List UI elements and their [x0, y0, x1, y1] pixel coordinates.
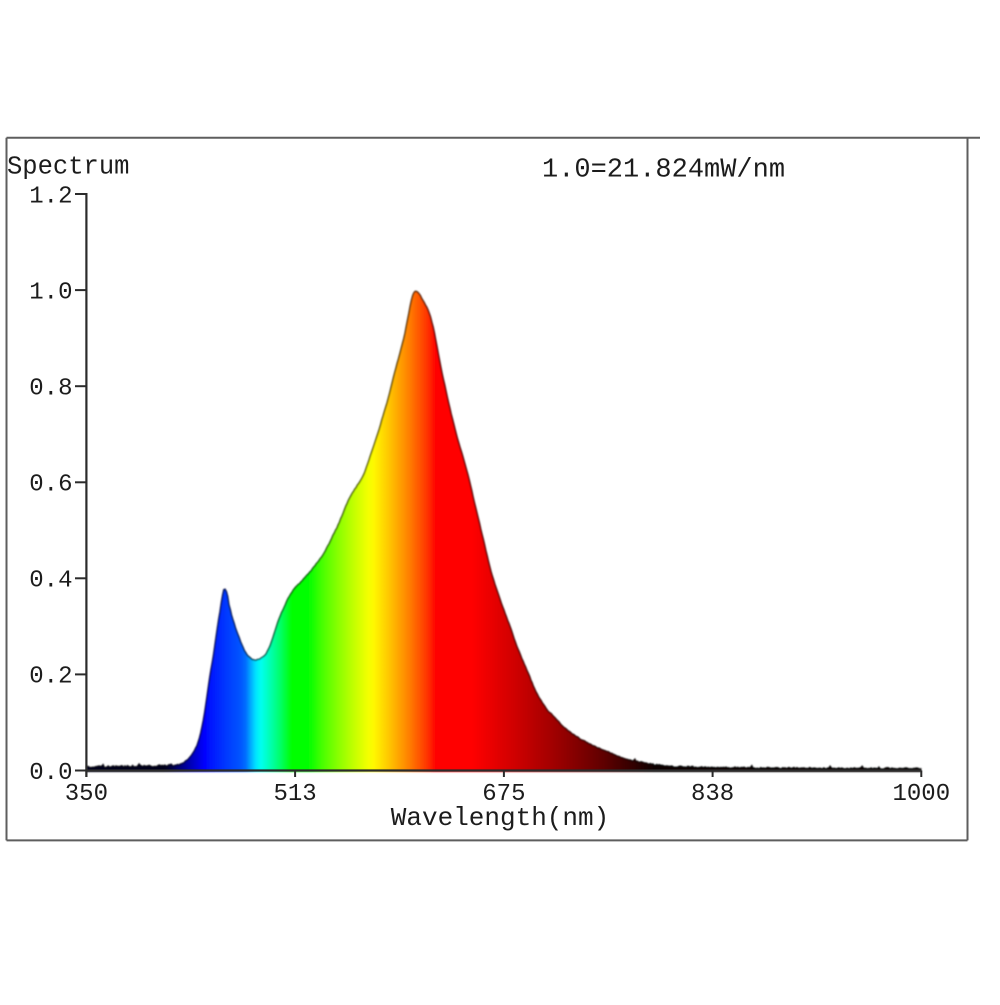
- svg-text:1.0: 1.0: [29, 279, 72, 306]
- svg-text:1.2: 1.2: [29, 183, 72, 210]
- svg-text:838: 838: [691, 781, 734, 808]
- svg-text:Wavelength(nm): Wavelength(nm): [391, 803, 609, 833]
- svg-text:1000: 1000: [892, 781, 950, 808]
- svg-text:0.2: 0.2: [29, 664, 72, 691]
- svg-text:0.0: 0.0: [29, 760, 72, 787]
- svg-text:513: 513: [273, 781, 316, 808]
- svg-text:Spectrum: Spectrum: [7, 153, 129, 182]
- svg-text:0.4: 0.4: [29, 568, 72, 595]
- svg-text:0.8: 0.8: [29, 376, 72, 403]
- svg-text:1.0=21.824mW/nm: 1.0=21.824mW/nm: [542, 156, 785, 186]
- svg-text:0.6: 0.6: [29, 472, 72, 499]
- svg-text:350: 350: [65, 781, 108, 808]
- svg-text:675: 675: [482, 781, 525, 808]
